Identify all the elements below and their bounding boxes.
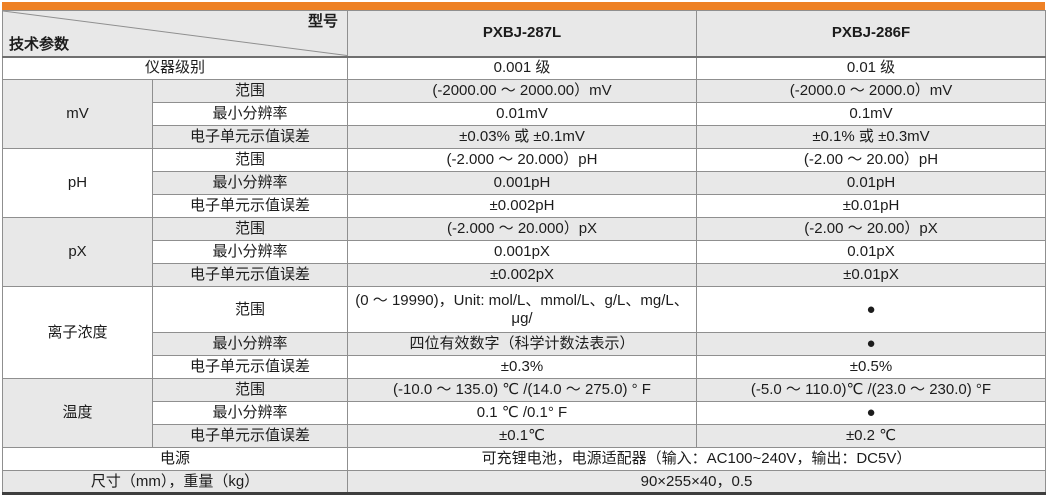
param-label: 范围 <box>152 79 348 103</box>
value-287l: (-10.0 ～ 135.0) ℃ /(14.0 ～ 275.0) ° F <box>347 378 697 402</box>
value-287l: (0 ～ 19990)，Unit: mol/L、mmol/L、g/L、mg/L、… <box>347 286 697 333</box>
param-label: 电子单元示值误差 <box>152 263 348 287</box>
param-label: 范围 <box>152 378 348 402</box>
row-size-weight: 尺寸（mm），重量（kg） 90×255×40，0.5 <box>2 470 1046 495</box>
value-287l: 0.001pX <box>347 240 697 264</box>
diagonal-divider-line <box>3 11 347 56</box>
value-286f: (-2.00 ～ 20.00）pX <box>696 217 1046 241</box>
row-ph-error: 电子单元示值误差 ±0.002pH ±0.01pH <box>3 194 1046 218</box>
row-mv-range: mV 范围 (-2000.00 ～ 2000.00）mV (-2000.0 ～ … <box>2 79 1046 149</box>
row-px-range: pX 范围 (-2.000 ～ 20.000）pX (-2.00 ～ 20.00… <box>2 217 1046 287</box>
instrument-class-287l: 0.001 级 <box>347 56 697 80</box>
instrument-class-label: 仪器级别 <box>2 56 348 80</box>
ion-range-text: (0 ～ 19990)，Unit: mol/L、mmol/L、g/L、mg/L、… <box>355 291 689 327</box>
group-cell-ph: pH <box>2 148 153 218</box>
value-287l: ±0.002pX <box>347 263 697 287</box>
row-instrument-class: 仪器级别 0.001 级 0.01 级 <box>2 56 1046 80</box>
param-label: 电子单元示值误差 <box>152 355 348 379</box>
row-power: 电源 可充锂电池，电源适配器（输入：AC100~240V，输出：DC5V） <box>2 447 1046 471</box>
corner-header-cell: 型号 技术参数 <box>2 10 348 58</box>
value-286f: 0.1mV <box>696 102 1046 126</box>
value-287l: (-2.000 ～ 20.000）pX <box>347 217 697 241</box>
param-label: 范围 <box>152 286 348 333</box>
spec-table: 型号 技术参数 PXBJ-287L PXBJ-286F 仪器级别 0.001 级… <box>2 10 1046 495</box>
row-temp-range: 温度 范围 (-10.0 ～ 135.0) ℃ /(14.0 ～ 275.0) … <box>2 378 1046 448</box>
param-label: 最小分辨率 <box>152 102 348 126</box>
row-mv-resolution: 最小分辨率 0.01mV 0.1mV <box>3 102 1046 126</box>
tech-params-header-label: 技术参数 <box>9 35 70 53</box>
orange-accent-bar <box>2 2 1045 10</box>
value-286f: ±0.1% 或 ±0.3mV <box>696 125 1046 149</box>
value-287l: 0.001pH <box>347 171 697 195</box>
row-px-error: 电子单元示值误差 ±0.002pX ±0.01pX <box>3 263 1046 287</box>
value-286f: ● <box>696 332 1046 356</box>
param-label: 电子单元示值误差 <box>152 424 348 448</box>
param-label: 最小分辨率 <box>152 171 348 195</box>
row-mv-error: 电子单元示值误差 ±0.03% 或 ±0.1mV ±0.1% 或 ±0.3mV <box>3 125 1046 149</box>
row-px-resolution: 最小分辨率 0.001pX 0.01pX <box>3 240 1046 264</box>
param-label: 最小分辨率 <box>152 332 348 356</box>
value-286f: ±0.01pX <box>696 263 1046 287</box>
row-ion-range: 离子浓度 范围 (0 ～ 19990)，Unit: mol/L、mmol/L、g… <box>2 286 1046 379</box>
value-287l: 四位有效数字（科学计数法表示） <box>347 332 697 356</box>
value-286f: ● <box>696 401 1046 425</box>
group-cell-mv: mV <box>2 79 153 149</box>
param-label: 范围 <box>152 217 348 241</box>
row-ion-error: 电子单元示值误差 ±0.3% ±0.5% <box>3 355 1046 379</box>
value-286f: ±0.01pH <box>696 194 1046 218</box>
value-287l: ±0.3% <box>347 355 697 379</box>
group-cell-temperature: 温度 <box>2 378 153 448</box>
value-287l: 0.1 ℃ /0.1° F <box>347 401 697 425</box>
value-286f: (-5.0 ～ 110.0)℃ /(23.0 ～ 230.0) °F <box>696 378 1046 402</box>
value-287l: (-2000.00 ～ 2000.00）mV <box>347 79 697 103</box>
value-287l: 0.01mV <box>347 102 697 126</box>
value-286f: (-2.00 ～ 20.00）pH <box>696 148 1046 172</box>
value-286f: ±0.5% <box>696 355 1046 379</box>
value-287l: (-2.000 ～ 20.000）pH <box>347 148 697 172</box>
value-287l: ±0.002pH <box>347 194 697 218</box>
row-ph-range: pH 范围 (-2.000 ～ 20.000）pH (-2.00 ～ 20.00… <box>2 148 1046 218</box>
row-temp-error: 电子单元示值误差 ±0.1℃ ±0.2 ℃ <box>3 424 1046 448</box>
size-weight-label: 尺寸（mm），重量（kg） <box>2 470 348 495</box>
group-cell-px: pX <box>2 217 153 287</box>
power-label: 电源 <box>2 447 348 471</box>
param-label: 电子单元示值误差 <box>152 125 348 149</box>
value-287l: ±0.1℃ <box>347 424 697 448</box>
model-name-286f: PXBJ-286F <box>696 10 1046 58</box>
value-286f: ±0.2 ℃ <box>696 424 1046 448</box>
size-weight-value: 90×255×40，0.5 <box>347 470 1046 495</box>
param-label: 电子单元示值误差 <box>152 194 348 218</box>
group-cell-ion-concentration: 离子浓度 <box>2 286 153 379</box>
row-ph-resolution: 最小分辨率 0.001pH 0.01pH <box>3 171 1046 195</box>
row-ion-resolution: 最小分辨率 四位有效数字（科学计数法表示） ● <box>3 332 1046 356</box>
model-name-287l: PXBJ-287L <box>347 10 697 58</box>
value-286f: (-2000.0 ～ 2000.0）mV <box>696 79 1046 103</box>
model-header-label: 型号 <box>307 13 338 30</box>
row-temp-resolution: 最小分辨率 0.1 ℃ /0.1° F ● <box>3 401 1046 425</box>
value-286f: 0.01pH <box>696 171 1046 195</box>
value-287l: ±0.03% 或 ±0.1mV <box>347 125 697 149</box>
value-286f: 0.01pX <box>696 240 1046 264</box>
param-label: 最小分辨率 <box>152 401 348 425</box>
table-header-row: 型号 技术参数 PXBJ-287L PXBJ-286F <box>2 10 1046 58</box>
param-label: 范围 <box>152 148 348 172</box>
value-286f: ● <box>696 286 1046 333</box>
param-label: 最小分辨率 <box>152 240 348 264</box>
instrument-class-286f: 0.01 级 <box>696 56 1046 80</box>
power-value: 可充锂电池，电源适配器（输入：AC100~240V，输出：DC5V） <box>347 447 1046 471</box>
